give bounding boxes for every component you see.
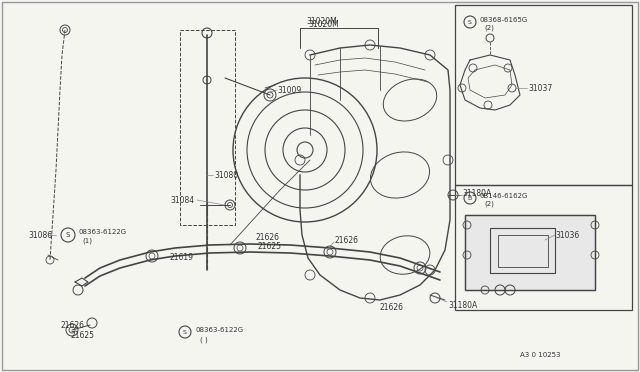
Text: S: S <box>183 330 187 334</box>
Text: 31180A: 31180A <box>448 301 477 310</box>
Text: 08368-6165G: 08368-6165G <box>480 17 528 23</box>
Text: 21626: 21626 <box>255 232 279 241</box>
Text: 21626: 21626 <box>60 321 84 330</box>
Text: 21626: 21626 <box>380 304 404 312</box>
Text: (2): (2) <box>484 25 494 31</box>
Text: 31009: 31009 <box>277 86 301 94</box>
Text: 21625: 21625 <box>258 241 282 250</box>
Text: ( ): ( ) <box>200 337 208 343</box>
Text: 08363-6122G: 08363-6122G <box>78 229 126 235</box>
Text: 21619: 21619 <box>170 253 194 262</box>
Text: 0B146-6162G: 0B146-6162G <box>480 193 529 199</box>
Text: (1): (1) <box>82 238 92 244</box>
Text: 21625: 21625 <box>70 330 94 340</box>
Bar <box>180 30 235 225</box>
Text: S: S <box>468 19 472 25</box>
Bar <box>455 185 632 310</box>
Text: 31037: 31037 <box>528 83 552 93</box>
Text: 31180A: 31180A <box>462 189 492 198</box>
Text: 08363-6122G: 08363-6122G <box>196 327 244 333</box>
Bar <box>490 228 555 273</box>
Bar <box>498 235 548 267</box>
Text: A3 0 10253: A3 0 10253 <box>520 352 561 358</box>
Bar <box>465 215 595 290</box>
Text: 21626: 21626 <box>335 235 359 244</box>
Text: 31020M: 31020M <box>308 19 339 29</box>
Text: 31020M: 31020M <box>306 17 337 26</box>
Text: 31084: 31084 <box>171 196 195 205</box>
Bar <box>455 5 632 185</box>
Text: 31080: 31080 <box>214 170 238 180</box>
Text: B: B <box>468 196 472 201</box>
Text: (2): (2) <box>484 201 494 207</box>
Text: S: S <box>66 232 70 238</box>
Text: 31036: 31036 <box>555 231 579 240</box>
Text: 31086: 31086 <box>28 231 52 240</box>
Bar <box>465 215 595 290</box>
